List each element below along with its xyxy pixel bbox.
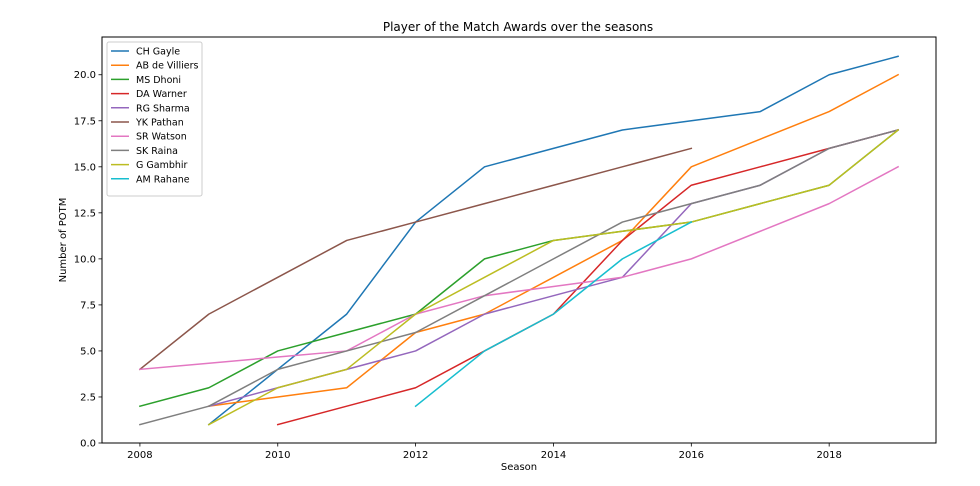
series-line-3	[276, 129, 900, 426]
y-tick-label: 7.5	[80, 300, 96, 311]
chart-title: Player of the Match Awards over the seas…	[383, 20, 653, 34]
legend-label-8: G Gambhir	[136, 160, 188, 171]
legend: CH Gayle AB de Villiers MS Dhoni DA Warner R…	[106, 41, 203, 197]
y-tick-label: 5.0	[80, 346, 96, 357]
legend-label-1: AB de Villiers	[136, 61, 199, 72]
series-line-0	[207, 55, 900, 426]
legend-label-4: RG Sharma	[136, 103, 190, 114]
x-axis: 2008 2010 2012 2014 2016 2018	[127, 443, 842, 461]
x-axis-label: Season	[501, 462, 537, 473]
legend-label-6: SR Watson	[136, 132, 187, 143]
series-line-9	[414, 221, 693, 408]
y-tick-label: 20.0	[74, 70, 96, 81]
y-tick-label: 10.0	[74, 254, 96, 265]
legend-label-9: AM Rahane	[136, 174, 190, 185]
legend-box	[106, 41, 203, 197]
series-layer	[138, 55, 900, 426]
y-tick-label: 2.5	[80, 392, 96, 403]
y-axis: 0.0 2.5 5.0 7.5 10.0 12.5 15.0 17.5 20.0	[74, 70, 102, 450]
x-tick-label: 2018	[816, 450, 841, 461]
series-line-7	[138, 129, 900, 426]
series-line-6	[139, 165, 900, 371]
x-tick-label: 2008	[127, 450, 152, 461]
plot-frame	[101, 36, 937, 444]
series-line-8	[207, 128, 900, 426]
y-tick-label: 0.0	[80, 439, 96, 450]
x-tick-label: 2010	[265, 450, 290, 461]
x-tick-label: 2014	[541, 450, 566, 461]
legend-label-5: YK Pathan	[135, 118, 184, 129]
x-tick-label: 2016	[679, 450, 704, 461]
y-tick-label: 12.5	[74, 208, 96, 219]
x-tick-label: 2012	[403, 450, 428, 461]
legend-label-3: DA Warner	[136, 89, 187, 100]
legend-label-2: MS Dhoni	[136, 75, 181, 86]
series-line-1	[207, 73, 900, 408]
y-axis-label: Number of POTM	[58, 198, 69, 283]
y-tick-label: 17.5	[74, 116, 96, 127]
legend-label-0: CH Gayle	[136, 47, 180, 58]
series-line-5	[138, 147, 693, 371]
legend-label-7: SK Raina	[136, 146, 178, 157]
y-tick-label: 15.0	[74, 162, 96, 173]
